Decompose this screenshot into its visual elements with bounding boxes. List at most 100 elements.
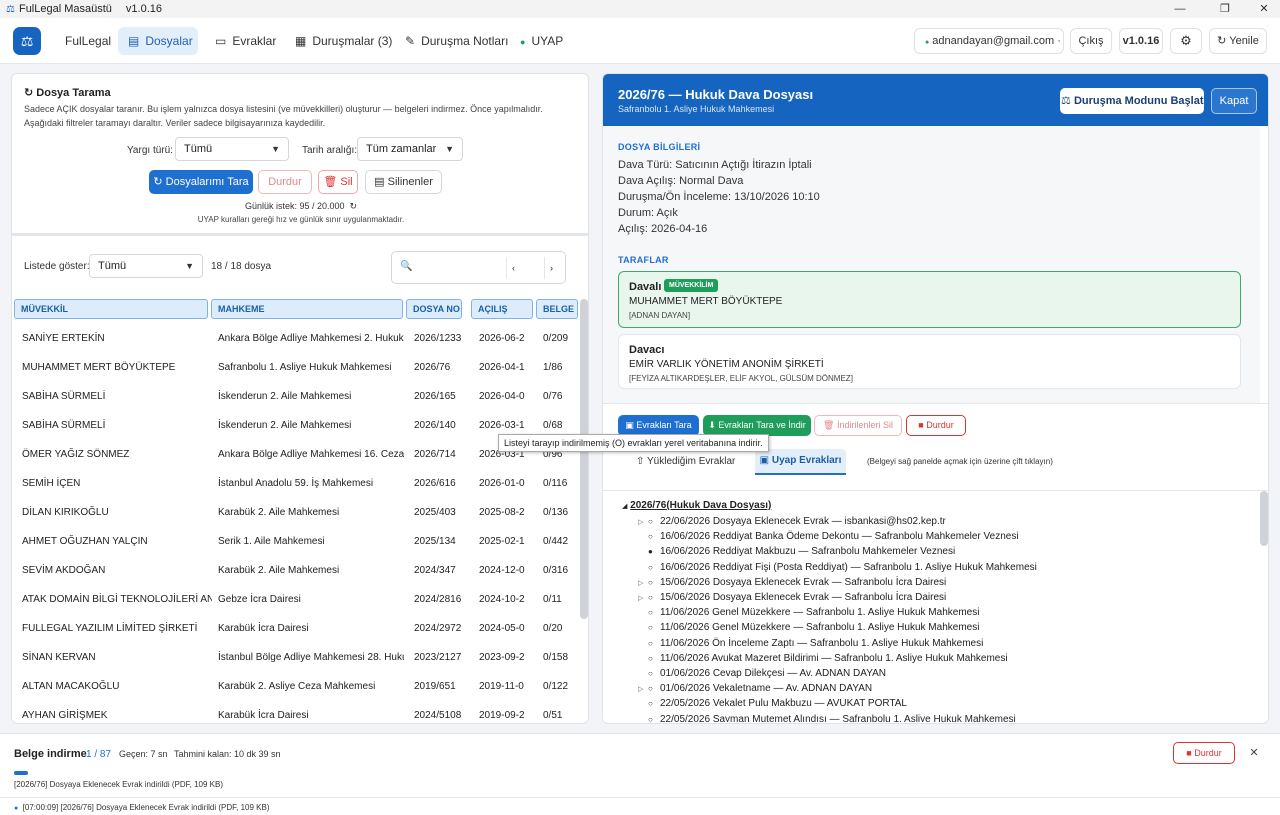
close-window-icon[interactable]: ✕ — [1259, 3, 1269, 15]
search-box[interactable]: 🔍 ‹ › — [391, 251, 566, 284]
tree-item[interactable]: ○ 22/05/2026 Vekalet Pulu Makbuzu — AVUKA… — [638, 696, 907, 711]
cell-dosya-no: 2024/2972 — [414, 623, 462, 634]
close-icon[interactable]: ✕ — [1249, 747, 1259, 759]
prev-icon[interactable]: ‹ — [506, 257, 520, 279]
delete-button[interactable]: 🗑 Sil — [318, 170, 358, 194]
table-row[interactable]: SANİYE ERTEKİN Ankara Bölge Adliye Mahkem… — [12, 324, 578, 353]
table-row[interactable]: AHMET OĞUZHAN YALÇIN Serik 1. Aile Mahkem… — [12, 527, 578, 556]
tree-item[interactable]: ▷ ○ 22/06/2026 Dosyaya Eklenecek Evrak — i… — [638, 514, 946, 529]
scan-files-button[interactable]: ↻ Dosyalarımı Tara — [149, 170, 253, 194]
tree-item-label: 11/06/2026 Genel Müzekkere — Safranbolu … — [660, 622, 980, 634]
tree-item[interactable]: ○ 11/06/2026 Genel Müzekkere — Safranbolu… — [638, 605, 979, 620]
parties-heading: TARAFLAR — [618, 255, 669, 265]
cell-muvekkil: SABİHA SÜRMELİ — [22, 391, 106, 402]
tab-uploaded-docs[interactable]: ⇧ Yüklediğim Evraklar — [636, 456, 736, 467]
col-belge[interactable]: BELGE — [536, 299, 578, 319]
expand-icon[interactable]: ▷ — [638, 595, 644, 602]
table-row[interactable]: ÖMER YAĞIZ SÖNMEZ Ankara Bölge Adliye Mah… — [12, 440, 578, 469]
tree-item[interactable]: ▷ ○ 15/06/2026 Dosyaya Eklenecek Evrak — S… — [638, 575, 946, 590]
table-row[interactable]: ATAK DOMAİN BİLGİ TEKNOLOJİLERİ ANO Gebze… — [12, 585, 578, 614]
tree-item[interactable]: ○ 22/05/2026 Sayman Mutemet Alındısı — Sa… — [638, 712, 1016, 722]
tree-root[interactable]: ◢ 2026/76(Hukuk Dava Dosyası) — [622, 500, 772, 511]
maximize-icon[interactable]: ❐ — [1220, 3, 1230, 15]
tree-item[interactable]: ● 16/06/2026 Reddiyat Makbuzu — Safranbol… — [638, 544, 955, 559]
tab-evraklar[interactable]: ▭ Evraklar — [205, 27, 286, 55]
col-acilis[interactable]: AÇILIŞ — [471, 299, 533, 319]
table-row[interactable]: SEMİH İÇEN İstanbul Anadolu 59. İş Mahkem… — [12, 469, 578, 498]
scan-docs-button[interactable]: ▣ Evrakları Tara — [618, 415, 699, 436]
cell-dosya-no: 2026/714 — [414, 449, 456, 460]
tab-durusma-notlari[interactable]: ✎ Duruşma Notları — [395, 27, 518, 55]
file-table-body: SANİYE ERTEKİN Ankara Bölge Adliye Mahkem… — [12, 324, 582, 723]
scan-download-button[interactable]: ⬇ Evrakları Tara ve İndir — [703, 415, 811, 436]
user-account[interactable]: ● adnandayan@gmail.com · Pr... — [914, 28, 1064, 54]
expand-icon[interactable]: ▷ — [638, 686, 644, 694]
table-row[interactable]: FULLEGAL YAZILIM LİMİTED ŞİRKETİ Karabük … — [12, 614, 578, 643]
col-mahkeme[interactable]: MAHKEME — [211, 299, 403, 319]
table-row[interactable]: MUHAMMET MERT BÖYÜKTEPE Safranbolu 1. Asl… — [12, 353, 578, 382]
tab-durusmalar[interactable]: ▦ Duruşmalar (3) — [285, 27, 402, 55]
cell-belge: 0/68 — [543, 420, 563, 431]
table-row[interactable]: SEVİM AKDOĞAN Karabük 2. Aile Mahkemesi 20… — [12, 556, 578, 585]
tarih-select[interactable]: Tüm zamanlar ▼ — [357, 137, 463, 161]
nav-brand[interactable]: FulLegal — [65, 34, 112, 48]
hearing-mode-button[interactable]: ⚖ Duruşma Modunu Başlat — [1060, 88, 1204, 114]
cell-mahkeme: İstanbul Bölge Adliye Mahkemesi 28. Huku — [218, 652, 404, 663]
scrollbar[interactable] — [1260, 491, 1268, 546]
collapse-icon[interactable]: ◢ — [622, 503, 628, 510]
col-muvekkil[interactable]: MÜVEKKİL — [14, 299, 208, 319]
app-icon: ⚖ — [6, 3, 15, 15]
tree-item[interactable]: ○ 16/06/2026 Reddiyat Fişi (Posta Reddiya… — [638, 560, 1037, 575]
table-row[interactable]: AYHAN GİRİŞMEK Karabük İcra Dairesi 2024/5… — [12, 701, 578, 723]
cell-dosya-no: 2025/403 — [414, 507, 456, 518]
tab-uyap-docs[interactable]: ▣ Uyap Evrakları — [755, 449, 846, 475]
tab-dosyalar[interactable]: ▤ Dosyalar — [118, 27, 198, 55]
chevron-down-icon: ▼ — [185, 261, 194, 271]
stop-docs-button[interactable]: ■ Durdur — [906, 415, 966, 436]
tree-item[interactable]: ▷ ○ 15/06/2026 Dosyaya Eklenecek Evrak — S… — [638, 590, 946, 605]
online-dot-icon: ● — [925, 39, 930, 46]
tree-item[interactable]: ○ 11/06/2026 Avukat Mazeret Bildirimi — S… — [638, 651, 1008, 666]
tree-item[interactable]: ○ 16/06/2026 Reddiyat Banka Ödeme Dekontu… — [638, 529, 1019, 544]
delete-downloaded-button[interactable]: 🗑 İndirilenleri Sil — [814, 415, 902, 436]
cell-acilis: 2019-11-0 — [479, 681, 524, 692]
cell-mahkeme: Gebze İcra Dairesi — [218, 594, 301, 605]
yargi-select[interactable]: Tümü ▼ — [175, 137, 289, 161]
minimize-icon[interactable]: — — [1174, 3, 1186, 15]
tree-item[interactable]: ▷ ○ 01/06/2026 Vekaletname — Av. ADNAN DAY… — [638, 681, 872, 696]
expand-icon[interactable]: ▷ — [638, 579, 644, 587]
table-row[interactable]: ALTAN MACAKOĞLU Karabük 2. Asliye Ceza Ma… — [12, 672, 578, 701]
cell-mahkeme: İskenderun 2. Aile Mahkemesi — [218, 420, 352, 431]
tree-item-label: 16/06/2026 Reddiyat Makbuzu — Safranbolu… — [660, 546, 956, 558]
tooltip: Listeyi tarayıp indirilmemiş (O) evrakla… — [498, 434, 769, 452]
refresh-button[interactable]: ↻ Yenile — [1209, 28, 1267, 54]
next-icon[interactable]: › — [544, 257, 558, 279]
stop-download-button[interactable]: ■ Durdur — [1173, 742, 1235, 764]
cell-mahkeme: Ankara Bölge Adliye Mahkemesi 2. Hukuk — [218, 333, 404, 344]
tree-item-label: 01/06/2026 Cevap Dilekçesi — Av. ADNAN D… — [660, 668, 887, 679]
col-dosya-no[interactable]: DOSYA NO — [406, 299, 462, 319]
settings-icon[interactable]: ⚙ — [1170, 28, 1202, 54]
tree-item[interactable]: ○ 11/06/2026 Genel Müzekkere — Safranbolu… — [638, 620, 979, 635]
table-row[interactable]: SİNAN KERVAN İstanbul Bölge Adliye Mahkem… — [12, 643, 578, 672]
table-row[interactable]: DİLAN KIRIKOĞLU Karabük 2. Aile Mahkemesi… — [12, 498, 578, 527]
scrollbar[interactable] — [580, 299, 588, 619]
tree-item[interactable]: ○ 01/06/2026 Cevap Dilekçesi — Av. ADNAN … — [638, 666, 886, 681]
stop-scan-button[interactable]: Durdur — [258, 170, 312, 194]
expand-icon[interactable]: ▷ — [638, 519, 644, 526]
status-mark-icon: ○ — [648, 562, 653, 572]
list-filter-select[interactable]: Tümü ▼ — [89, 254, 203, 278]
cell-belge: 0/20 — [543, 623, 563, 634]
divider — [0, 797, 1280, 798]
table-row[interactable]: SABİHA SÜRMELİ İskenderun 2. Aile Mahkeme… — [12, 411, 578, 440]
cell-acilis: 2024-10-2 — [479, 594, 525, 605]
download-bar: Belge indirme 1 / 87 Geçen: 7 sn Tahmini… — [0, 733, 1280, 815]
table-row[interactable]: SABİHA SÜRMELİ İskenderun 2. Aile Mahkeme… — [12, 382, 578, 411]
tree-item[interactable]: ○ 11/06/2026 Ön İnceleme Zaptı — Safranbo… — [638, 636, 983, 651]
logout-button[interactable]: Çıkış — [1070, 28, 1112, 54]
brand-logo-icon[interactable]: ⚖ — [13, 27, 41, 55]
refresh-icon[interactable]: ↻ — [349, 201, 358, 211]
tab-uyap[interactable]: ● UYAP — [510, 27, 573, 55]
deleted-list-button[interactable]: ▤ Silinenler — [365, 170, 442, 194]
close-button[interactable]: Kapat — [1211, 88, 1257, 114]
